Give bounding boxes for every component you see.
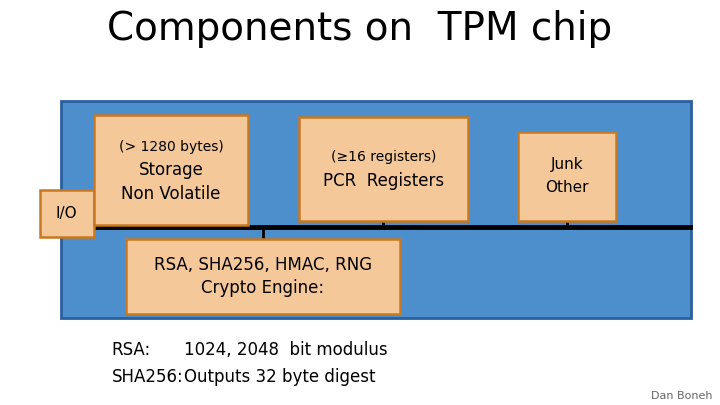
FancyBboxPatch shape — [94, 115, 248, 225]
Text: RSA:: RSA: — [112, 341, 151, 359]
Text: Other: Other — [545, 180, 589, 196]
FancyBboxPatch shape — [61, 101, 691, 318]
Text: Components on  TPM chip: Components on TPM chip — [107, 10, 613, 48]
Text: Storage: Storage — [138, 161, 204, 179]
Text: PCR  Registers: PCR Registers — [323, 172, 444, 190]
Text: Junk: Junk — [551, 157, 583, 172]
FancyBboxPatch shape — [299, 117, 468, 221]
Text: Outputs 32 byte digest: Outputs 32 byte digest — [184, 369, 375, 386]
Text: I/O: I/O — [55, 206, 78, 221]
Text: Dan Boneh: Dan Boneh — [652, 391, 713, 401]
Text: (≥16 registers): (≥16 registers) — [330, 150, 436, 164]
Text: Non Volatile: Non Volatile — [121, 185, 221, 202]
Text: RSA, SHA256, HMAC, RNG: RSA, SHA256, HMAC, RNG — [154, 256, 372, 274]
Text: (> 1280 bytes): (> 1280 bytes) — [119, 140, 223, 153]
Text: Crypto Engine:: Crypto Engine: — [201, 279, 325, 297]
Text: SHA256:: SHA256: — [112, 369, 184, 386]
FancyBboxPatch shape — [40, 190, 94, 237]
Text: 1024, 2048  bit modulus: 1024, 2048 bit modulus — [184, 341, 387, 359]
FancyBboxPatch shape — [126, 239, 400, 314]
FancyBboxPatch shape — [518, 132, 616, 221]
